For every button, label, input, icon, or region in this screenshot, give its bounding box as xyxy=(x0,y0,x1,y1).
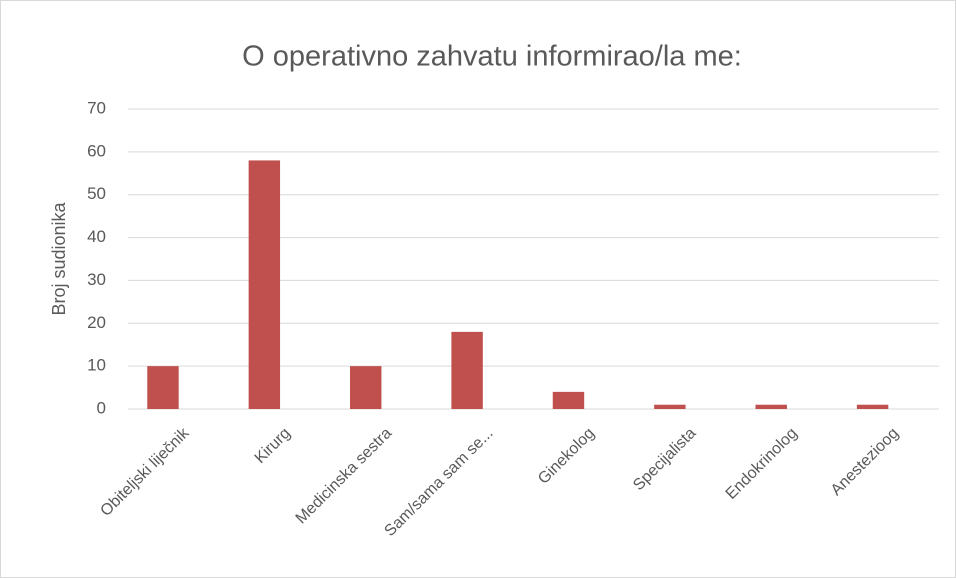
chart-title: O operativno zahvatu informirao/la me: xyxy=(242,41,742,73)
bar xyxy=(147,366,179,409)
y-tick-label: 60 xyxy=(87,141,106,160)
bar xyxy=(755,404,787,409)
bar xyxy=(552,391,585,409)
y-tick-label: 40 xyxy=(87,227,106,246)
y-tick-label: 20 xyxy=(87,313,106,332)
y-tick-label: 30 xyxy=(87,270,106,289)
y-tick-label: 70 xyxy=(87,98,106,117)
y-axis-label: Broj sudionika xyxy=(49,201,69,315)
y-tick-label: 0 xyxy=(97,398,106,417)
y-tick-label: 10 xyxy=(87,356,106,375)
bar xyxy=(451,331,483,409)
bar xyxy=(654,404,686,409)
y-tick-label: 50 xyxy=(87,184,106,203)
bar xyxy=(248,160,281,409)
bar xyxy=(350,366,382,409)
bar xyxy=(856,404,889,409)
